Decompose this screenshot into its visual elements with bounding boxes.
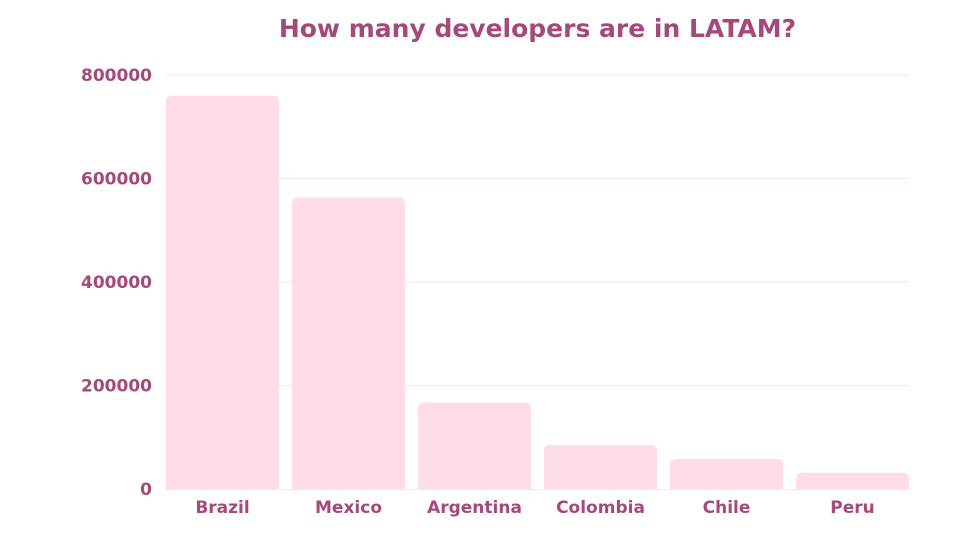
bar-chile [670,458,783,489]
y-tick-label: 200000 [81,377,152,397]
bar-mexico [292,197,405,489]
y-tick-label: 800000 [81,66,152,86]
y-tick-label: 400000 [81,273,152,293]
bar-colombia [544,445,657,489]
x-tick-label: Chile [703,498,751,518]
x-tick-label: Colombia [556,498,645,518]
y-tick-label: 0 [140,480,152,500]
x-tick-label: Mexico [315,498,382,518]
chart-title: How many developers are in LATAM? [278,14,797,43]
x-tick-label: Argentina [427,498,522,518]
y-tick-label: 600000 [81,170,152,190]
x-tick-label: Brazil [195,498,249,518]
x-tick-label: Peru [830,498,874,518]
bar-argentina [418,402,531,489]
bar-peru [796,472,909,489]
bar-brazil [166,95,279,489]
